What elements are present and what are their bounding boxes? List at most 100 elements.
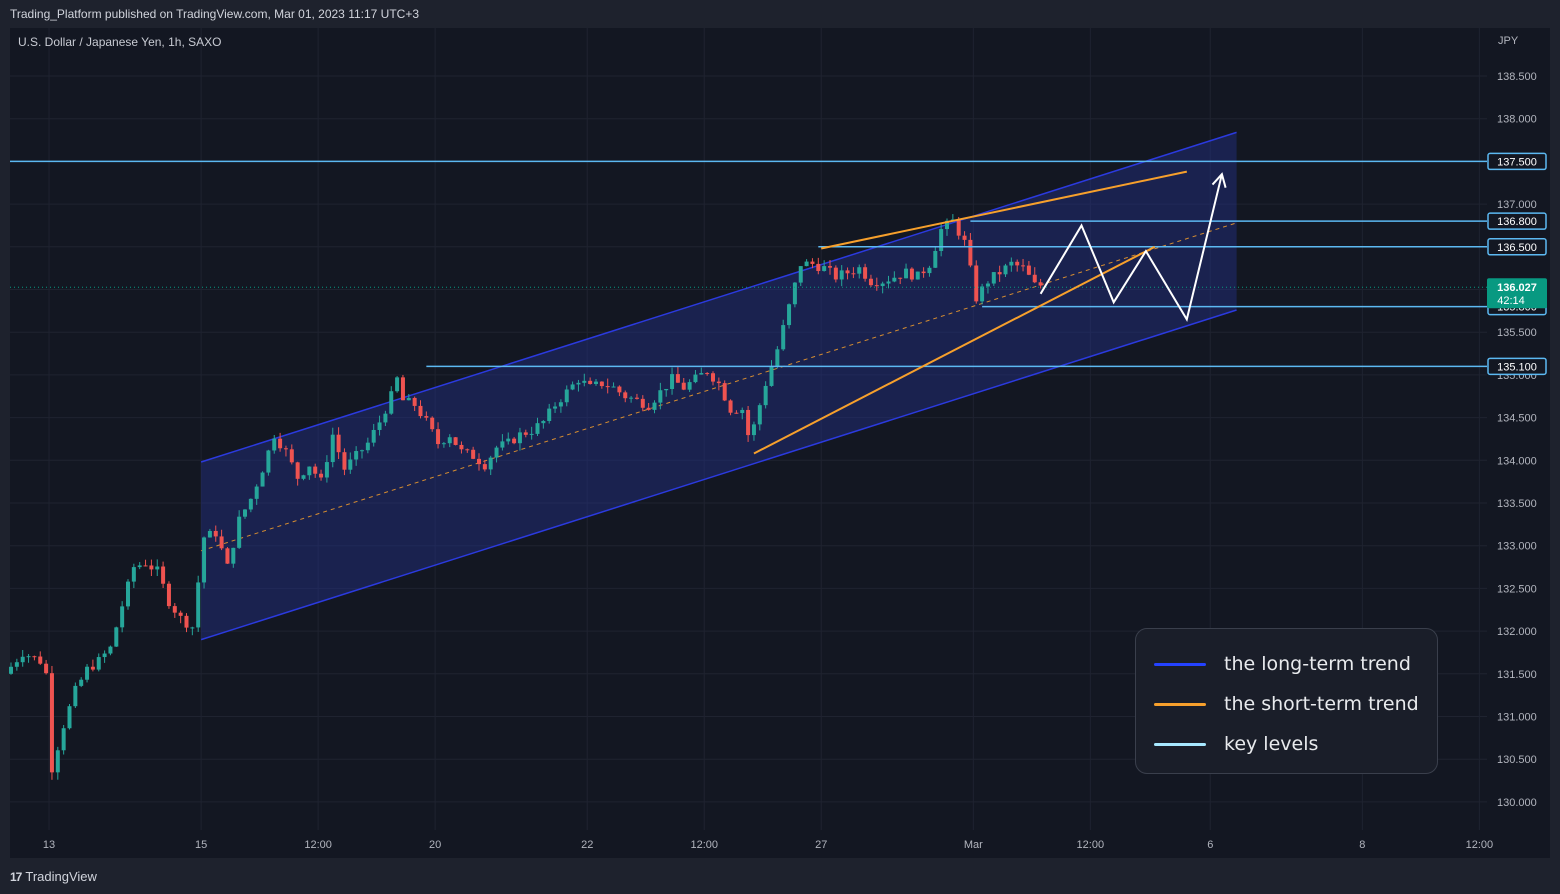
candle-up bbox=[120, 606, 125, 628]
candle-up bbox=[254, 486, 259, 499]
candle-down bbox=[921, 271, 926, 274]
candle-up bbox=[798, 266, 803, 283]
candle-down bbox=[810, 261, 815, 264]
candle-up bbox=[231, 547, 236, 564]
candle-up bbox=[880, 283, 885, 287]
candle-up bbox=[371, 429, 376, 443]
candle-up bbox=[693, 374, 698, 383]
legend-swatch-short-term bbox=[1154, 702, 1206, 706]
y-tick-label: 134.500 bbox=[1497, 413, 1537, 425]
candle-down bbox=[646, 407, 651, 410]
candle-up bbox=[594, 381, 598, 384]
candle-up bbox=[67, 706, 72, 729]
candle-down bbox=[172, 606, 177, 613]
candle-up bbox=[266, 450, 271, 473]
candle-down bbox=[1015, 261, 1020, 266]
candle-up bbox=[857, 267, 862, 274]
key-levels bbox=[10, 160, 1487, 368]
candle-down bbox=[640, 398, 645, 408]
candle-down bbox=[997, 272, 1002, 275]
short-trend-lower-line bbox=[753, 245, 1156, 455]
candle-up bbox=[494, 447, 499, 458]
candle-up bbox=[781, 325, 786, 350]
candle-down bbox=[512, 438, 517, 444]
candle-down bbox=[863, 267, 868, 279]
candle-up bbox=[1003, 265, 1008, 275]
candle-down bbox=[1038, 282, 1043, 286]
candle-down bbox=[459, 444, 464, 450]
candle-down bbox=[453, 437, 458, 445]
candle-up bbox=[73, 685, 78, 707]
candle-up bbox=[395, 377, 400, 392]
y-tick-label: 134.000 bbox=[1497, 455, 1537, 467]
candle-down bbox=[418, 405, 423, 417]
candle-up bbox=[927, 267, 932, 274]
candle-up bbox=[102, 653, 107, 658]
candle-up bbox=[751, 424, 756, 436]
candle-down bbox=[166, 583, 171, 607]
y-tick-label: 133.500 bbox=[1497, 498, 1537, 510]
y-tick-label: 130.000 bbox=[1497, 797, 1537, 809]
candle-down bbox=[471, 449, 476, 459]
candle-down bbox=[734, 412, 739, 414]
x-tick-label: 12:00 bbox=[1466, 839, 1494, 851]
legend-item-short-term: the short-term trend bbox=[1154, 692, 1419, 716]
x-tick-label: 20 bbox=[429, 839, 441, 851]
candle-down bbox=[711, 373, 715, 382]
candle-up bbox=[324, 462, 329, 478]
x-tick-label: 13 bbox=[43, 839, 55, 851]
candle-up bbox=[348, 459, 353, 470]
candle-down bbox=[1021, 265, 1026, 267]
y-tick-label: 133.000 bbox=[1497, 541, 1537, 553]
candle-up bbox=[196, 582, 201, 628]
candle-up bbox=[886, 281, 891, 284]
short-trend-upper-line bbox=[821, 170, 1188, 250]
y-tick-label: 138.000 bbox=[1497, 114, 1537, 126]
candle-up bbox=[272, 438, 277, 451]
current-price-tag bbox=[1487, 278, 1547, 309]
candle-down bbox=[225, 548, 230, 564]
candle-up bbox=[114, 627, 119, 647]
candle-up bbox=[137, 565, 142, 568]
legend-swatch-long-term bbox=[1154, 662, 1206, 666]
x-tick-label: Mar bbox=[964, 839, 983, 851]
candle-up bbox=[822, 266, 827, 271]
candle-up bbox=[945, 220, 949, 230]
candle-down bbox=[44, 663, 49, 674]
candle-up bbox=[260, 472, 265, 487]
y-tick-label: 132.000 bbox=[1497, 626, 1537, 638]
candle-down bbox=[319, 473, 324, 478]
candle-up bbox=[354, 451, 359, 460]
candle-down bbox=[845, 270, 850, 274]
candle-down bbox=[1032, 274, 1037, 283]
candle-down bbox=[184, 615, 189, 628]
candle-down bbox=[716, 381, 721, 384]
candle-down bbox=[149, 565, 154, 570]
candle-up bbox=[131, 567, 136, 582]
candle-down bbox=[746, 409, 751, 436]
key-level-tag bbox=[1487, 152, 1547, 171]
publish-header: Trading_Platform published on TradingVie… bbox=[0, 0, 1560, 28]
channel-midline bbox=[200, 222, 1237, 552]
price-axis: 130.000 130.500 131.000 131.500 132.000 132.5… bbox=[1497, 71, 1537, 809]
candle-down bbox=[412, 397, 417, 406]
channel-lower-line bbox=[200, 309, 1237, 641]
candle-down bbox=[313, 466, 318, 474]
projection-path bbox=[1039, 172, 1227, 323]
candle-up bbox=[14, 662, 19, 667]
countdown-value: 42:14 bbox=[1497, 295, 1525, 307]
tradingview-brand[interactable]: 17 TradingView bbox=[10, 869, 97, 884]
candle-up bbox=[190, 627, 195, 629]
candle-down bbox=[219, 536, 224, 549]
candle-up bbox=[365, 442, 370, 451]
candle-up bbox=[447, 437, 452, 444]
candle-down bbox=[605, 386, 610, 388]
candle-down bbox=[213, 530, 218, 537]
candle-up bbox=[529, 433, 534, 435]
candles bbox=[9, 214, 1043, 780]
brand-name: TradingView bbox=[25, 869, 97, 884]
candle-down bbox=[728, 400, 733, 413]
candle-up bbox=[441, 443, 446, 445]
candle-down bbox=[400, 377, 405, 401]
